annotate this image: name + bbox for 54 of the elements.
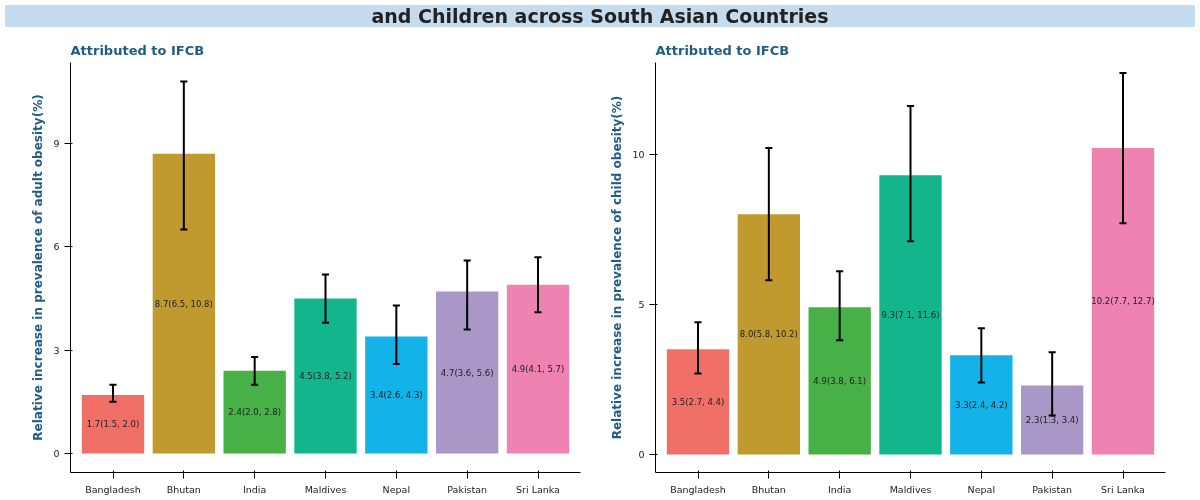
x-tick-label: India [828, 483, 852, 495]
y-tick-label: 9 [53, 137, 60, 149]
x-tick-label: Maldives [304, 483, 347, 495]
bar [1021, 385, 1084, 455]
x-tick-label: Sri Lanka [516, 483, 560, 495]
data-label: 3.5(2.7, 4.4) [671, 396, 725, 407]
bar [950, 355, 1013, 455]
data-label: 8.7(6.5, 10.8) [154, 298, 213, 309]
x-tick-label: Bangladesh [85, 483, 141, 495]
y-tick-label: 0 [638, 448, 645, 460]
y-tick-label: 10 [632, 148, 645, 160]
bar [1091, 148, 1155, 455]
data-label: 4.9(3.8, 6.1) [813, 375, 866, 386]
data-label: 4.9(4.1, 5.7) [511, 364, 565, 375]
y-axis-title: Relative increase in prevalence of adult obesity(%) [31, 94, 46, 441]
bar [81, 394, 145, 454]
x-tick-label: Bhutan [166, 483, 201, 495]
x-tick-label: India [243, 483, 267, 495]
data-label: 3.4(2.6, 4.3) [370, 389, 423, 400]
bar [365, 336, 428, 454]
y-axis-title: Relative increase in prevalence of child obesity(%) [610, 95, 625, 440]
bar [223, 370, 286, 454]
bar [666, 349, 730, 455]
data-label: 10.2(7.7, 12.7) [1091, 296, 1155, 307]
data-label: 2.4(2.0, 2.8) [228, 407, 281, 418]
x-tick-label: Pakistan [1032, 483, 1073, 495]
text: and Children across South Asian Countries [371, 5, 829, 27]
x-tick-label: Sri Lanka [1101, 483, 1145, 495]
bar [879, 175, 942, 455]
bar [506, 284, 570, 454]
y-tick-label: 0 [53, 448, 60, 460]
x-tick-label: Bangladesh [670, 483, 726, 495]
chart-title: Attributed to IFCB [70, 42, 205, 58]
bar [737, 214, 800, 455]
x-tick-label: Maldives [889, 483, 932, 495]
data-label: 2.3(1.3, 3.4) [1025, 414, 1079, 425]
data-label: 4.7(3.6, 5.6) [440, 367, 494, 378]
chart-title: Attributed to IFCB [655, 42, 790, 58]
bar [808, 307, 871, 455]
bar [436, 291, 499, 454]
data-label: 8.0(5.8, 10.2) [739, 329, 798, 340]
data-label: 4.5(3.8, 5.2) [299, 371, 352, 382]
x-tick-label: Nepal [967, 483, 996, 495]
bar [294, 298, 357, 454]
y-tick-label: 6 [53, 241, 60, 253]
bar [152, 153, 215, 454]
data-label: 9.3(7.1, 11.6) [881, 309, 940, 320]
x-tick-label: Bhutan [751, 483, 786, 495]
data-label: 3.3(2.4, 4.2) [955, 399, 1008, 410]
y-tick-label: 5 [638, 298, 645, 310]
x-tick-label: Nepal [382, 483, 411, 495]
data-label: 1.7(1.5, 2.0) [86, 419, 140, 430]
y-tick-label: 3 [53, 344, 60, 356]
x-tick-label: Pakistan [447, 483, 488, 495]
